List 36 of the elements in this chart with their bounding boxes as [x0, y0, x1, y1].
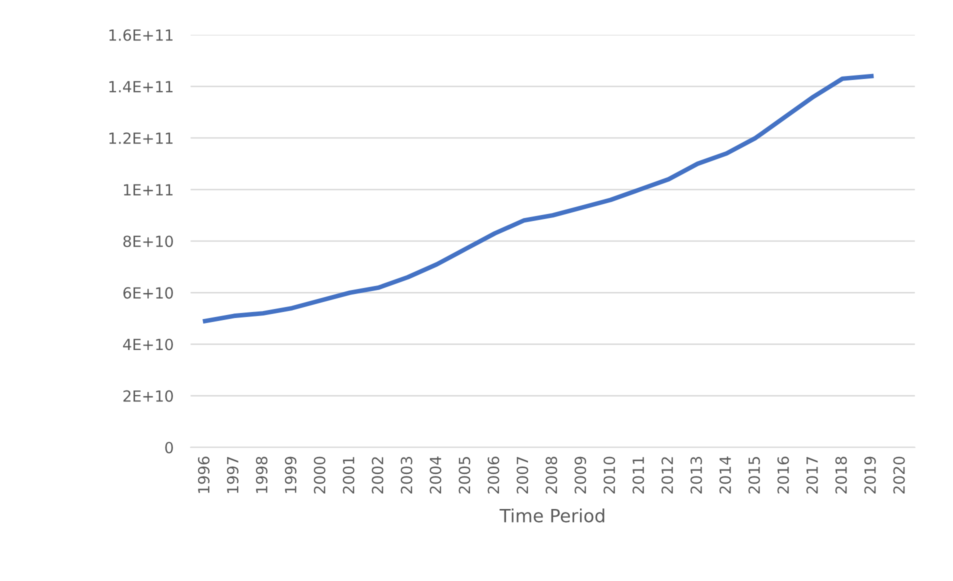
x-tick-label: 2019 — [864, 456, 876, 494]
y-tick-label: 1.6E+11 — [109, 29, 173, 41]
x-tick-label: 2012 — [662, 457, 674, 494]
y-tick-label: 1E+11 — [124, 184, 173, 196]
x-tick-label: 2003 — [400, 456, 412, 494]
x-tick-label: 1997 — [226, 457, 238, 493]
x-tick-label: 2000 — [314, 456, 326, 494]
y-tick-label: 8E+10 — [123, 236, 173, 248]
x-tick-label: 2013 — [690, 456, 702, 494]
y-tick-label: 1.4E+11 — [109, 81, 173, 92]
y-tick-label: 4E+10 — [123, 338, 173, 350]
x-tick-label: 1998 — [256, 456, 268, 493]
x-tick-label: 2011 — [632, 457, 644, 494]
x-tick-label: 2016 — [777, 456, 789, 494]
x-tick-label: 2018 — [835, 456, 847, 494]
y-tick-label: 1.2E+11 — [109, 132, 173, 144]
x-tick-label: 1996 — [198, 456, 210, 493]
x-tick-label: 2014 — [719, 456, 731, 494]
x-tick-label: 2004 — [430, 456, 442, 494]
line-series — [202, 74, 874, 324]
y-tick-label: 0 — [165, 442, 173, 454]
x-tick-label: 2008 — [546, 456, 558, 494]
x-tick-label: 2015 — [748, 457, 760, 494]
x-tick-label: 2006 — [488, 456, 500, 494]
y-tick-label: 6E+10 — [123, 287, 173, 299]
x-tick-label: 2005 — [458, 457, 470, 494]
x-tick-label: 1999 — [284, 456, 296, 493]
x-tick-label: 2002 — [372, 457, 384, 494]
y-tick-label: 2E+10 — [123, 390, 173, 402]
x-tick-label: 2009 — [574, 456, 586, 494]
x-tick-label: 2007 — [516, 457, 528, 494]
x-tick-label: 2017 — [806, 457, 818, 494]
x-axis-title: Time Period — [500, 508, 604, 522]
x-tick-label: 2010 — [604, 456, 616, 494]
x-tick-label: 2020 — [893, 456, 905, 494]
x-tick-label: 2001 — [342, 457, 354, 494]
